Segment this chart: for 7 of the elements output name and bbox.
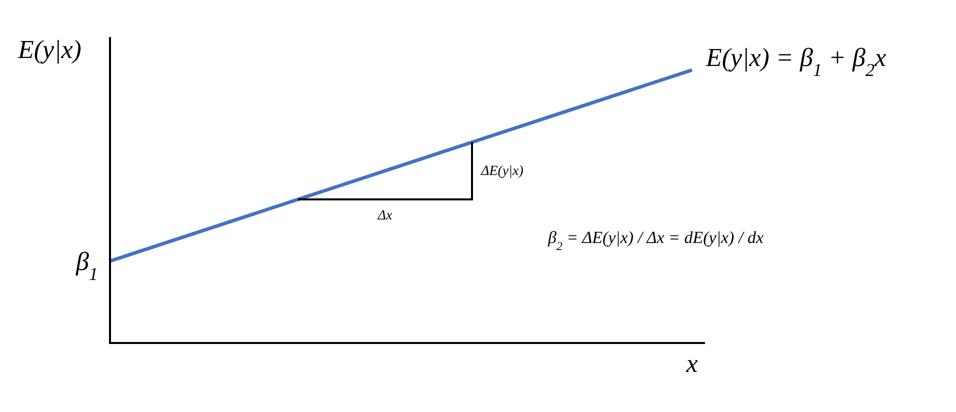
x-axis-title: x <box>685 349 698 378</box>
annotation: Δx <box>376 208 393 224</box>
series-label: E(y|x) = β$_{1}$ + β$_{2}$x <box>705 43 887 80</box>
annotation: ΔE(y|x) <box>480 164 524 179</box>
annotation: β$_{1}$ <box>74 247 98 284</box>
y-axis-title: E(y|x) <box>17 35 82 64</box>
annotation: β$_{2}$ = ΔE(y|x) / Δx = dE(y|x) / dx <box>547 228 764 253</box>
